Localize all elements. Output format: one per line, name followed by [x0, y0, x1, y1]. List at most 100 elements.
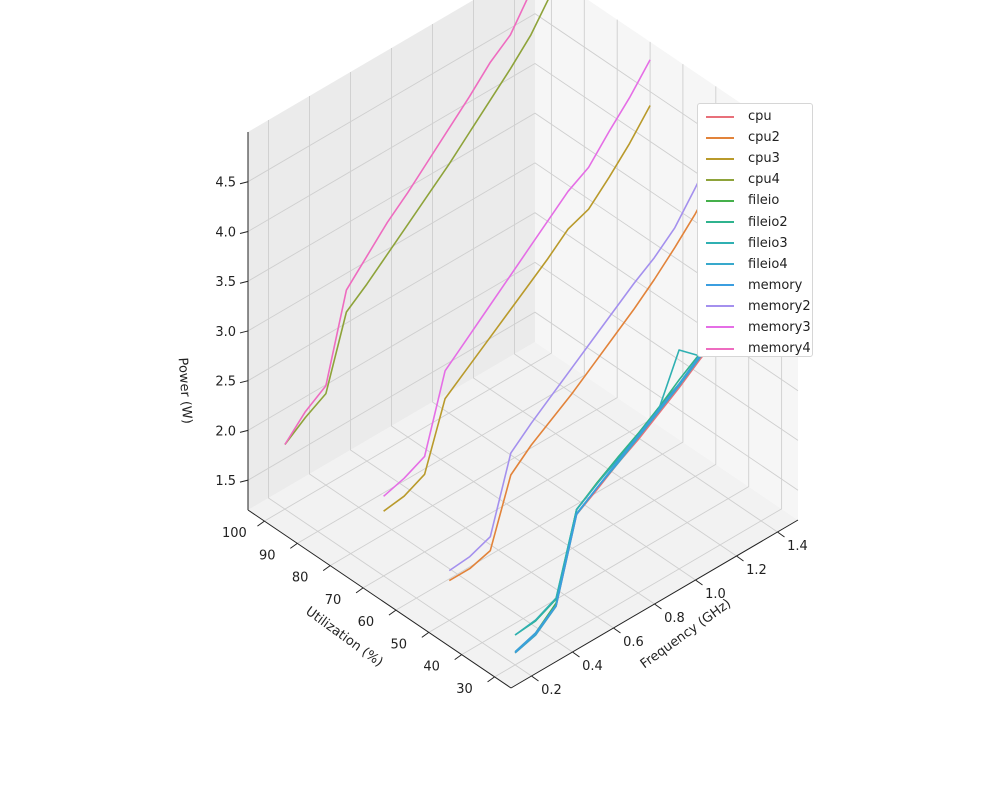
x-grid-line: [350, 72, 614, 629]
legend-item: fileio4: [698, 254, 812, 275]
z-tick-label: 4.5: [215, 176, 236, 191]
legend-label: fileio2: [748, 214, 788, 230]
z-tick: [239, 380, 249, 384]
y-tick: [454, 654, 462, 661]
x-tick-label: 1.2: [746, 563, 767, 578]
x-grid-line: [268, 120, 532, 677]
x-grid-line: [514, 0, 778, 533]
legend-swatch: [706, 242, 734, 245]
legend-item: cpu3: [698, 148, 812, 169]
x-grid-line: [391, 48, 655, 605]
y-tick-label: 40: [423, 660, 440, 675]
legend-label: memory4: [748, 341, 811, 357]
series-line-memory3: [383, 59, 651, 497]
y-tick-label: 60: [358, 615, 375, 630]
legend-item: memory3: [698, 317, 812, 338]
z-tick-label: 2.5: [215, 375, 236, 390]
y-tick-label: 50: [391, 637, 408, 652]
y-tick: [322, 565, 331, 572]
legend-label: memory: [748, 277, 803, 293]
x-grid-line: [432, 24, 696, 581]
y-tick: [487, 676, 495, 683]
y-tick: [388, 609, 397, 616]
legend-item: cpu4: [698, 169, 812, 190]
legend-label: cpu4: [748, 172, 780, 188]
legend-label: cpu: [748, 109, 772, 125]
y-axis-line: [247, 509, 512, 689]
x-tick: [531, 675, 539, 682]
legend-swatch: [706, 157, 734, 160]
y-tick-label: 80: [292, 571, 309, 586]
x-tick: [736, 555, 744, 562]
z-tick: [239, 280, 249, 284]
z-tick: [239, 479, 249, 483]
legend-item: cpu: [698, 106, 812, 127]
y-tick: [290, 542, 298, 549]
z-tick: [239, 230, 249, 234]
x-tick-label: 1.0: [705, 587, 726, 602]
x-tick-label: 0.2: [541, 683, 562, 698]
z-tick: [239, 330, 249, 334]
x-tick: [572, 651, 580, 658]
legend-item: memory: [698, 275, 812, 296]
x-tick: [777, 531, 785, 538]
legend-label: memory2: [748, 298, 811, 314]
x-grid-line: [309, 96, 573, 653]
legend-label: cpu2: [748, 130, 780, 146]
tick-labels: 0.2 0.4 0.6 0.8 1.0 1.2 1.4 30 40 50 60 70 80 90 100 1.…: [215, 176, 808, 698]
y-tick-label: 100: [222, 526, 247, 541]
y-tick: [257, 520, 265, 527]
z-grid-line: [247, 311, 799, 491]
legend-label: memory3: [748, 319, 811, 335]
z-tick-label: 1.5: [215, 474, 236, 489]
legend-label: fileio: [748, 193, 780, 209]
legend-swatch: [706, 263, 734, 266]
legend-item: memory4: [698, 338, 812, 359]
series-line-memory2: [448, 145, 717, 572]
legend-item: cpu2: [698, 127, 812, 148]
legend-label: fileio3: [748, 235, 788, 251]
legend-item: fileio3: [698, 233, 812, 254]
legend-swatch: [706, 136, 734, 139]
y-axis-title: Utilization (%): [303, 604, 386, 670]
series-line-memory4: [284, 0, 528, 445]
legend-swatch: [706, 199, 734, 202]
legend-item: fileio2: [698, 211, 812, 232]
y-tick-label: 30: [456, 682, 473, 697]
legend-swatch: [706, 221, 734, 224]
y-grid-line: [264, 0, 552, 522]
legend-swatch: [706, 178, 734, 181]
z-tick-label: 3.0: [215, 325, 236, 340]
x-tick: [695, 579, 703, 586]
series-line-cpu2: [448, 175, 717, 582]
x-tick-label: 0.8: [664, 611, 685, 626]
y-grid-line: [329, 19, 618, 566]
x-tick-label: 1.4: [787, 539, 808, 554]
z-grid-line: [247, 261, 799, 441]
legend-swatch: [706, 326, 734, 329]
x-axis-title: Frequency (GHz): [638, 596, 734, 672]
legend-label: fileio4: [748, 256, 788, 272]
legend-swatch: [706, 284, 734, 287]
y-tick: [421, 631, 430, 638]
series-line-cpu4: [284, 0, 549, 445]
z-axis-title: Power (W): [175, 357, 195, 424]
legend: cpu cpu2 cpu3 cpu4 fileio fileio2 fileio3 filei…: [697, 103, 813, 357]
y-tick-label: 90: [259, 548, 276, 563]
z-tick-label: 4.0: [215, 225, 236, 240]
y-tick-label: 70: [325, 593, 342, 608]
legend-item: fileio: [698, 190, 812, 211]
z-tick: [239, 429, 249, 433]
legend-swatch: [706, 115, 734, 118]
legend-swatch: [706, 305, 734, 308]
legend-item: memory2: [698, 296, 812, 317]
x-tick-label: 0.6: [623, 635, 644, 650]
legend-swatch: [706, 347, 734, 350]
z-tick-label: 3.5: [215, 275, 236, 290]
z-tick-label: 2.0: [215, 424, 236, 439]
legend-label: cpu3: [748, 151, 780, 167]
y-grid-line: [395, 64, 684, 611]
x-tick: [613, 627, 621, 634]
z-tick: [239, 181, 249, 185]
